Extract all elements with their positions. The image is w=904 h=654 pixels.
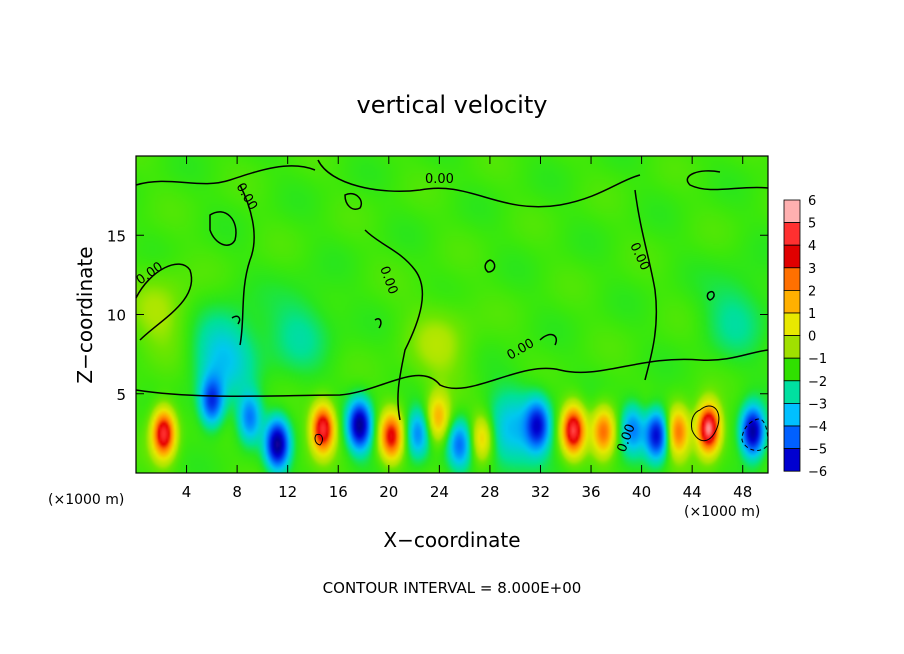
- colorbar-swatch: [783, 425, 801, 450]
- colorbar-swatch: [783, 199, 801, 224]
- y-tick-labels: 5 10 15: [107, 227, 126, 404]
- strong-contour-lines: [314, 405, 769, 451]
- x-tick-labels: 4 8 12 16 20 24 28 32 36 40 44 48: [182, 483, 752, 501]
- x-unit-left: (×1000 m): [48, 492, 124, 508]
- x-tick-label: 8: [232, 483, 242, 501]
- colorbar-label: 3: [808, 262, 816, 277]
- colorbar-label: −1: [808, 352, 827, 367]
- colorbar-swatch: [783, 448, 801, 472]
- colorbar-swatch: [783, 335, 801, 359]
- velocity-field: [136, 156, 768, 473]
- colorbar-label: −3: [808, 397, 827, 412]
- x-tick-label: 12: [278, 483, 297, 501]
- colorbar-swatch: [783, 357, 801, 382]
- x-tick-label: 40: [632, 483, 651, 501]
- colorbar-swatch: [783, 244, 801, 269]
- colorbar-swatch: [783, 267, 801, 291]
- y-tick-label: 15: [107, 227, 126, 245]
- contour-label: 0.00: [425, 172, 454, 187]
- chart-title: vertical velocity: [357, 91, 548, 119]
- x-tick-label: 36: [581, 483, 600, 501]
- colorbar-label: 1: [808, 307, 816, 322]
- colorbar-label: −4: [808, 420, 827, 435]
- x-tick-label: 32: [531, 483, 550, 501]
- colorbar-swatch: [783, 289, 801, 314]
- x-tick-label: 44: [683, 483, 702, 501]
- axis-ticks: [136, 156, 768, 473]
- colorbar-swatch: [783, 222, 801, 246]
- x-tick-label: 16: [329, 483, 348, 501]
- contour-interval-text: CONTOUR INTERVAL = 8.000E+00: [323, 579, 582, 597]
- x-tick-label: 20: [379, 483, 398, 501]
- colorbar: 6 5 4 3 2 1 0 −1 −2 −3 −4 −5 −6: [783, 194, 827, 480]
- y-tick-label: 10: [107, 307, 126, 325]
- x-tick-label: 4: [182, 483, 192, 501]
- y-tick-label: 5: [116, 386, 126, 404]
- colorbar-label: 6: [808, 194, 816, 209]
- colorbar-swatch: [783, 312, 801, 337]
- x-tick-label: 48: [733, 483, 752, 501]
- colorbar-label: 2: [808, 284, 816, 299]
- colorbar-swatch: [783, 380, 801, 404]
- colorbar-label: −5: [808, 443, 827, 458]
- x-tick-label: 28: [480, 483, 499, 501]
- y-axis-label: Z−coordinate: [73, 246, 97, 383]
- colorbar-label: 5: [808, 217, 816, 232]
- zero-contour-lines: [135, 159, 769, 421]
- x-axis-label: X−coordinate: [383, 528, 520, 552]
- colorbar-label: −2: [808, 375, 827, 390]
- colorbar-label: 0: [808, 330, 816, 345]
- x-tick-label: 24: [430, 483, 449, 501]
- plot-area: 0.00 0.00 0.00 0.00 0.00 0.00 0.00: [134, 155, 769, 474]
- x-unit-right: (×1000 m): [684, 504, 760, 520]
- colorbar-label: 4: [808, 239, 816, 254]
- colorbar-label: −6: [808, 465, 827, 480]
- colorbar-swatch: [783, 402, 801, 427]
